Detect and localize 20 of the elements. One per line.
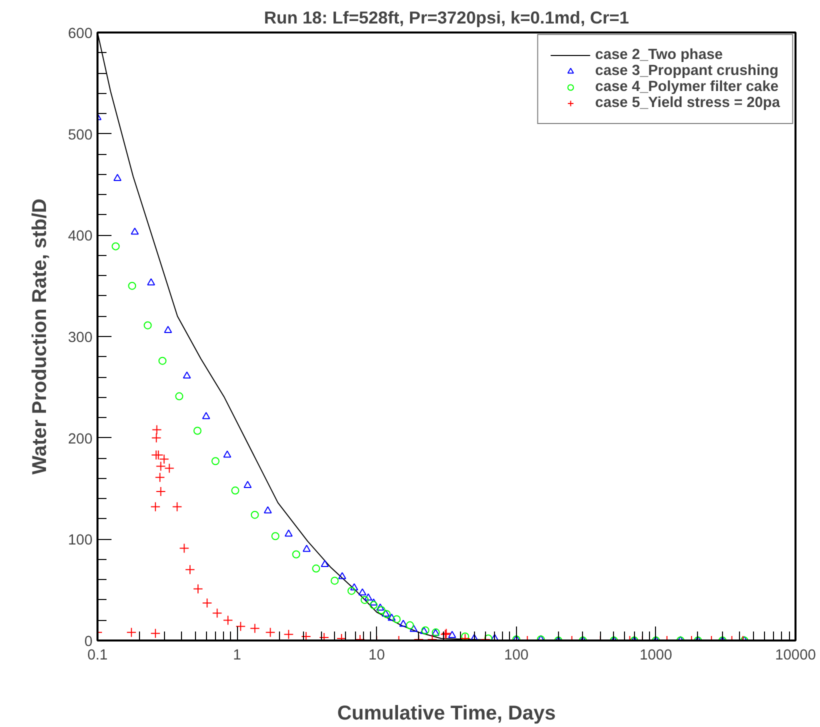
y-tick-label: 600 (68, 26, 93, 42)
legend-label: case 3_Proppant crushing (595, 63, 778, 79)
y-tick-label: 300 (68, 330, 93, 346)
x-tick-label: 10 (368, 648, 385, 664)
y-tick-label: 400 (68, 228, 93, 245)
y-tick-label: 200 (68, 431, 93, 448)
x-tick-label: 1000 (640, 648, 672, 664)
x-tick-label: 1 (233, 648, 242, 664)
y-tick-label: 100 (68, 532, 93, 549)
chart-title: Run 18: Lf=528ft, Pr=3720psi, k=0.1md, Cr=1 (264, 8, 630, 28)
x-axis-title: Cumulative Time, Days (337, 702, 556, 724)
x-tick-label: 100 (504, 648, 529, 664)
y-tick-label: 0 (84, 634, 93, 650)
legend-label: case 5_Yield stress = 20pa (595, 95, 780, 111)
y-axis-title: Water Production Rate, stb/D (29, 198, 52, 474)
x-tick-label: 10000 (775, 648, 816, 664)
y-tick-label: 500 (68, 127, 93, 144)
legend-label: case 2_Two phase (595, 47, 723, 63)
x-tick-label: 0.1 (87, 648, 108, 664)
legend-label: case 4_Polymer filter cake (595, 79, 778, 95)
